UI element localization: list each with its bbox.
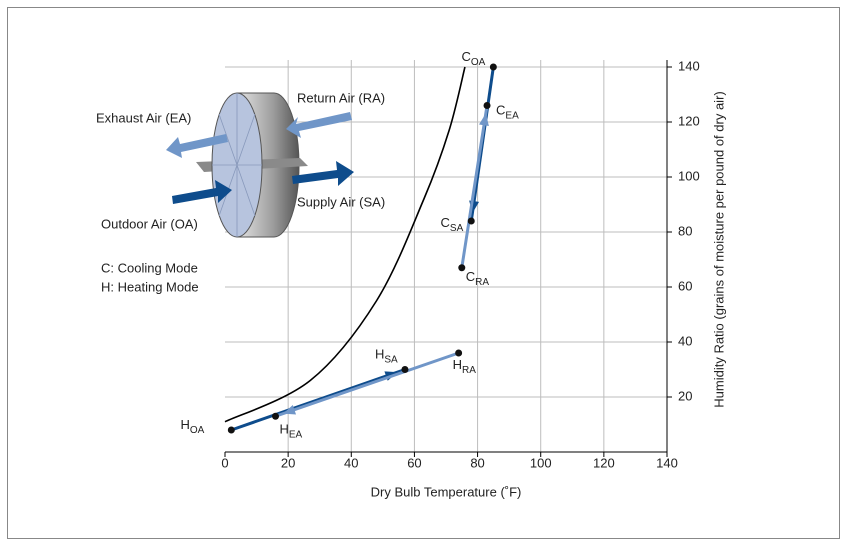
x-tick-label: 140 <box>656 455 678 470</box>
exhaust-arrow <box>166 134 228 158</box>
state-label: HRA <box>453 357 477 375</box>
process-line <box>460 105 489 268</box>
x-tick-label: 120 <box>593 455 615 470</box>
state-letter: C <box>462 49 471 64</box>
process-line <box>230 368 406 432</box>
state-point <box>467 217 475 225</box>
plot: 0 20 40 60 80 100 120 140 20 40 60 80 100 120 140 Dry B… <box>180 49 726 499</box>
state-subscript: EA <box>289 429 303 440</box>
state-label: HEA <box>280 422 303 440</box>
state-point <box>401 366 409 373</box>
state-subscript: SA <box>384 354 398 365</box>
y-tick-label: 60 <box>678 278 692 293</box>
x-tick-label: 100 <box>530 455 552 470</box>
y-tick-label: 40 <box>678 333 692 348</box>
process-line <box>275 351 460 418</box>
state-subscript: RA <box>475 276 489 287</box>
state-subscript: EA <box>505 110 519 121</box>
y-tick-label: 100 <box>678 168 700 183</box>
y-axis-title: Humidity Ratio (grains of moisture per p… <box>711 91 726 407</box>
state-letter: H <box>280 422 289 437</box>
wheel-illustration: Return Air (RA) Exhaust Air (EA) Supply … <box>96 90 385 294</box>
frame <box>7 7 840 539</box>
state-point <box>483 102 491 109</box>
state-label: HSA <box>375 347 398 365</box>
mode-label: C: Cooling Mode <box>101 260 198 275</box>
state-letter: C <box>466 269 475 284</box>
state-letter: H <box>180 417 189 432</box>
state-point <box>489 63 497 71</box>
state-label: HOA <box>180 417 204 435</box>
return-air-label: Return Air (RA) <box>297 90 385 105</box>
saturation-curve <box>224 66 466 423</box>
y-tick-label: 80 <box>678 223 692 238</box>
mode-label: H: Heating Mode <box>101 279 199 294</box>
x-tick-label: 20 <box>281 455 295 470</box>
state-label: CEA <box>496 103 519 121</box>
supply-air-label: Supply Air (SA) <box>297 194 385 209</box>
state-letter: H <box>375 347 384 362</box>
exhaust-air-label: Exhaust Air (EA) <box>96 110 191 125</box>
state-subscript: RA <box>462 365 476 376</box>
state-label: CRA <box>466 269 490 287</box>
state-letter: C <box>441 215 450 230</box>
y-tick-label: 120 <box>678 113 700 128</box>
outdoor-air-label: Outdoor Air (OA) <box>101 216 198 231</box>
state-point <box>458 264 466 272</box>
return-arrow <box>286 112 352 138</box>
x-axis-title: Dry Bulb Temperature (˚F) <box>371 484 522 499</box>
state-point <box>272 412 280 420</box>
x-tick-label: 60 <box>407 455 421 470</box>
state-point <box>227 426 235 434</box>
state-subscript: OA <box>190 425 205 436</box>
state-subscript: SA <box>450 223 464 234</box>
x-tick-label: 0 <box>221 455 228 470</box>
outdoor-arrow <box>172 180 232 204</box>
x-tick-label: 80 <box>470 455 484 470</box>
x-tick-label: 40 <box>344 455 358 470</box>
state-letter: C <box>496 103 505 118</box>
state-subscript: OA <box>471 57 486 68</box>
state-label: COA <box>462 49 486 67</box>
arrowhead <box>283 404 297 415</box>
y-tick-label: 20 <box>678 388 692 403</box>
arrowhead <box>479 113 489 127</box>
state-letter: H <box>453 357 462 372</box>
state-label: CSA <box>441 215 464 233</box>
spokes <box>212 93 262 237</box>
y-tick-label: 140 <box>678 58 700 73</box>
state-point <box>455 349 463 357</box>
supply-arrow <box>292 161 354 186</box>
